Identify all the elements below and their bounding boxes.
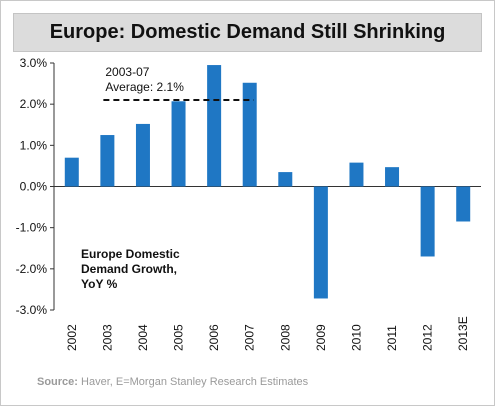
bar-2006: [207, 65, 222, 187]
bar-2009: [313, 186, 328, 299]
x-tick-label: 2010: [349, 324, 363, 351]
x-tick-label: 2006: [207, 324, 221, 351]
x-tick-label: 2013E: [456, 316, 470, 351]
bar-2002: [64, 157, 79, 187]
x-tick-label: 2004: [136, 324, 150, 351]
x-tick-label: 2007: [243, 324, 257, 351]
y-tick-label: 2.0%: [20, 97, 48, 111]
bar-2013E: [456, 186, 471, 222]
x-tick-label: 2011: [385, 325, 399, 351]
y-tick-label: -2.0%: [16, 262, 48, 276]
bar-2007: [242, 82, 257, 187]
bar-2008: [278, 172, 293, 187]
x-tick-label: 2012: [421, 324, 435, 351]
bar-2010: [349, 162, 364, 187]
source-note: Source: Haver, E=Morgan Stanley Research…: [37, 376, 308, 388]
y-tick-label: 1.0%: [20, 138, 48, 152]
series-label-line: Demand Growth,: [81, 262, 177, 276]
bar-2004: [135, 123, 150, 187]
bar-2011: [385, 167, 400, 187]
source-text: Haver, E=Morgan Stanley Research Estimat…: [77, 376, 309, 388]
bar-2003: [100, 135, 115, 187]
x-tick-label: 2009: [314, 324, 328, 351]
x-tick-label: 2008: [278, 324, 292, 351]
y-tick-label: -1.0%: [16, 221, 48, 235]
series-label-line: Europe Domestic: [81, 247, 180, 261]
bar-2005: [171, 101, 186, 187]
series-label-line: YoY %: [81, 277, 118, 291]
y-tick-label: 0.0%: [20, 180, 48, 194]
average-label-period: 2003-07: [105, 65, 149, 79]
chart-title: Europe: Domestic Demand Still Shrinking: [13, 13, 482, 52]
average-label-value: Average: 2.1%: [105, 80, 184, 94]
source-prefix: Source:: [37, 376, 78, 388]
y-tick-label: -3.0%: [16, 303, 48, 317]
y-tick-label: 3.0%: [20, 56, 48, 70]
x-tick-label: 2003: [100, 324, 114, 351]
x-tick-label: 2002: [65, 324, 79, 351]
bar-2012: [420, 186, 435, 257]
x-tick-label: 2005: [172, 324, 186, 351]
